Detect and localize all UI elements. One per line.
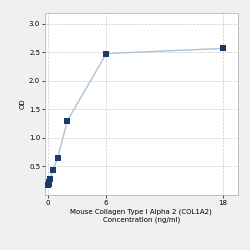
X-axis label: Mouse Collagen Type I Alpha 2 (COL1A2)
Concentration (ng/ml): Mouse Collagen Type I Alpha 2 (COL1A2) C… [70, 209, 212, 223]
Point [48, 177, 52, 181]
Point [47, 180, 51, 184]
Point [46, 183, 50, 187]
Point [56, 156, 60, 160]
Point [51, 168, 55, 172]
Point [46, 182, 50, 186]
Point [65, 119, 69, 123]
Point [104, 52, 108, 56]
Y-axis label: OD: OD [20, 98, 26, 109]
Point [221, 46, 225, 50]
